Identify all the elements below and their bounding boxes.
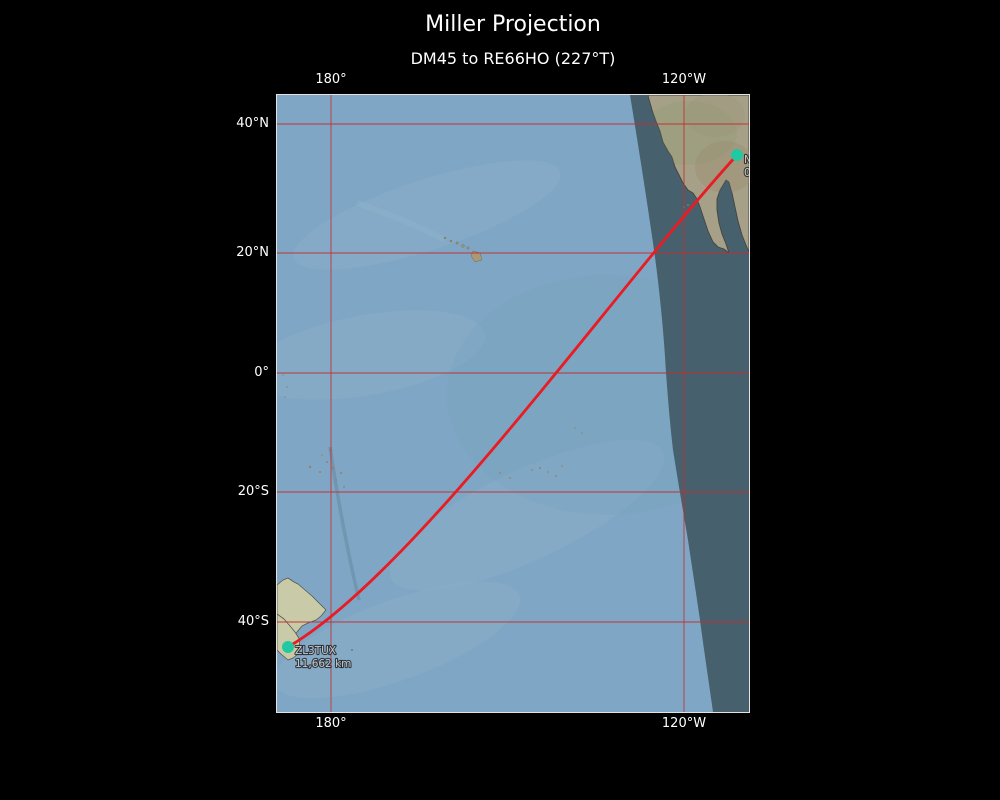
tick-label-top-180: 180° bbox=[315, 72, 347, 87]
marker-label-n7cee-callsign: N7CEE bbox=[744, 154, 749, 166]
graticule bbox=[277, 95, 749, 712]
tick-label-bottom-120w: 120°W bbox=[661, 716, 707, 731]
marker-label-zl3tux-distance: 11,662 km bbox=[295, 658, 351, 670]
marker-label-zl3tux-callsign: ZL3TUX bbox=[295, 645, 336, 657]
figure-title: Miller Projection bbox=[425, 12, 601, 37]
tick-label-0: 0° bbox=[254, 365, 269, 380]
marker-label-n7cee-distance: 0 km bbox=[744, 167, 749, 179]
pacific-islands bbox=[282, 374, 583, 651]
marker-n7cee bbox=[731, 149, 743, 161]
landmass-north-america bbox=[647, 95, 749, 254]
tick-label-40n: 40°N bbox=[236, 116, 269, 131]
route-endpoint-labels: N7CEE 0 km ZL3TUX 11,662 km bbox=[294, 153, 749, 671]
tick-label-top-120w: 120°W bbox=[661, 72, 707, 87]
map-svg: N7CEE 0 km ZL3TUX 11,662 km bbox=[277, 95, 749, 712]
night-region bbox=[630, 95, 749, 712]
route-endpoints bbox=[282, 149, 743, 653]
marker-zl3tux bbox=[282, 641, 294, 653]
tick-label-20s: 20°S bbox=[237, 484, 269, 499]
tick-label-40s: 40°S bbox=[237, 614, 269, 629]
kermadec-trench-shading bbox=[328, 446, 361, 601]
figure-subtitle: DM45 to RE66HO (227°T) bbox=[410, 49, 616, 68]
tick-label-20n: 20°N bbox=[236, 245, 269, 260]
great-circle-route-line bbox=[286, 153, 739, 649]
map-area: N7CEE 0 km ZL3TUX 11,662 km bbox=[276, 94, 750, 713]
tick-label-bottom-180: 180° bbox=[315, 716, 347, 731]
